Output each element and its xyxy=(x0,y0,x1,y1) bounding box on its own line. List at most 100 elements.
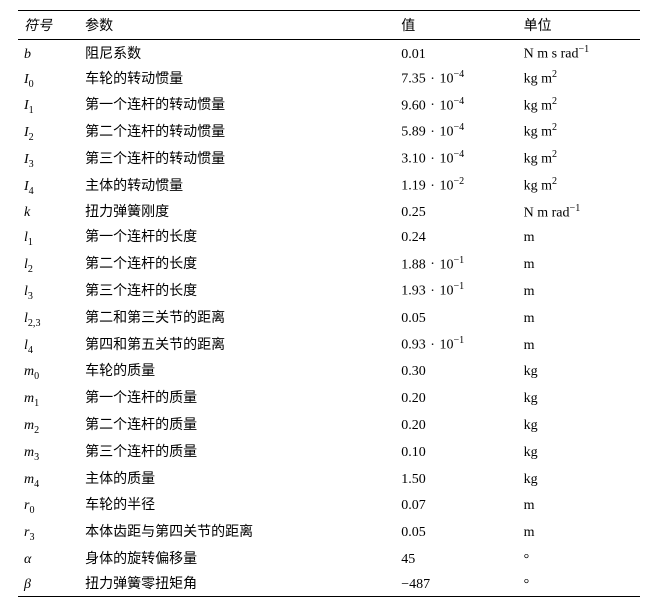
cell-value: 0.10 xyxy=(395,438,517,465)
cell-symbol: I2 xyxy=(18,119,79,146)
cell-value: 0.05 xyxy=(395,519,517,546)
parameter-table: 符号 参数 值 单位 b阻尼系数0.01N m s rad−1I0车轮的转动惯量… xyxy=(18,10,640,597)
cell-param: 身体的旋转偏移量 xyxy=(79,546,395,571)
cell-param: 第一个连杆的转动惯量 xyxy=(79,92,395,119)
table-row: l1第一个连杆的长度0.24m xyxy=(18,224,640,251)
table-row: m3第三个连杆的质量0.10kg xyxy=(18,438,640,465)
cell-value: 1.93 · 10−1 xyxy=(395,278,517,305)
cell-value: 0.05 xyxy=(395,304,517,331)
cell-unit: kg xyxy=(518,358,640,385)
cell-param: 第二和第三关节的距离 xyxy=(79,304,395,331)
cell-value: 0.20 xyxy=(395,385,517,412)
cell-unit: kg xyxy=(518,385,640,412)
cell-symbol: l2,3 xyxy=(18,304,79,331)
cell-symbol: k xyxy=(18,199,79,224)
table-row: b阻尼系数0.01N m s rad−1 xyxy=(18,40,640,66)
cell-param: 第三个连杆的长度 xyxy=(79,278,395,305)
cell-param: 第三个连杆的质量 xyxy=(79,438,395,465)
cell-unit: N m rad−1 xyxy=(518,199,640,224)
cell-symbol: l3 xyxy=(18,278,79,305)
cell-unit: m xyxy=(518,278,640,305)
cell-unit: m xyxy=(518,224,640,251)
cell-value: −487 xyxy=(395,571,517,597)
cell-param: 第二个连杆的质量 xyxy=(79,412,395,439)
cell-symbol: I4 xyxy=(18,172,79,199)
cell-param: 车轮的半径 xyxy=(79,492,395,519)
table-row: α身体的旋转偏移量45° xyxy=(18,546,640,571)
cell-unit: N m s rad−1 xyxy=(518,40,640,66)
cell-param: 主体的质量 xyxy=(79,465,395,492)
table-row: l4第四和第五关节的距离0.93 · 10−1m xyxy=(18,331,640,358)
cell-unit: kg xyxy=(518,438,640,465)
cell-unit: m xyxy=(518,331,640,358)
cell-value: 7.35 · 10−4 xyxy=(395,65,517,92)
table-row: l3第三个连杆的长度1.93 · 10−1m xyxy=(18,278,640,305)
cell-value: 5.89 · 10−4 xyxy=(395,119,517,146)
cell-value: 1.19 · 10−2 xyxy=(395,172,517,199)
cell-unit: kg m2 xyxy=(518,92,640,119)
cell-param: 扭力弹簧刚度 xyxy=(79,199,395,224)
cell-value: 3.10 · 10−4 xyxy=(395,145,517,172)
cell-param: 第一个连杆的质量 xyxy=(79,385,395,412)
cell-unit: kg xyxy=(518,412,640,439)
table-row: l2,3第二和第三关节的距离0.05m xyxy=(18,304,640,331)
table-row: l2第二个连杆的长度1.88 · 10−1m xyxy=(18,251,640,278)
cell-param: 阻尼系数 xyxy=(79,40,395,66)
cell-value: 0.30 xyxy=(395,358,517,385)
table-row: m1第一个连杆的质量0.20kg xyxy=(18,385,640,412)
cell-value: 0.24 xyxy=(395,224,517,251)
table-body: b阻尼系数0.01N m s rad−1I0车轮的转动惯量7.35 · 10−4… xyxy=(18,40,640,597)
cell-param: 第四和第五关节的距离 xyxy=(79,331,395,358)
header-symbol: 符号 xyxy=(18,11,79,40)
cell-symbol: b xyxy=(18,40,79,66)
cell-value: 1.50 xyxy=(395,465,517,492)
cell-param: 第三个连杆的转动惯量 xyxy=(79,145,395,172)
cell-symbol: l4 xyxy=(18,331,79,358)
cell-symbol: r3 xyxy=(18,519,79,546)
header-unit: 单位 xyxy=(518,11,640,40)
cell-param: 本体齿距与第四关节的距离 xyxy=(79,519,395,546)
cell-unit: kg m2 xyxy=(518,172,640,199)
cell-value: 0.93 · 10−1 xyxy=(395,331,517,358)
cell-value: 0.20 xyxy=(395,412,517,439)
cell-value: 0.01 xyxy=(395,40,517,66)
cell-unit: ° xyxy=(518,546,640,571)
table-row: r0车轮的半径0.07m xyxy=(18,492,640,519)
cell-unit: m xyxy=(518,251,640,278)
cell-symbol: m3 xyxy=(18,438,79,465)
cell-symbol: m2 xyxy=(18,412,79,439)
cell-symbol: m1 xyxy=(18,385,79,412)
cell-value: 9.60 · 10−4 xyxy=(395,92,517,119)
table-header-row: 符号 参数 值 单位 xyxy=(18,11,640,40)
table-row: k扭力弹簧刚度0.25N m rad−1 xyxy=(18,199,640,224)
cell-symbol: α xyxy=(18,546,79,571)
table-row: m0车轮的质量0.30kg xyxy=(18,358,640,385)
table-row: I3第三个连杆的转动惯量3.10 · 10−4kg m2 xyxy=(18,145,640,172)
cell-unit: kg m2 xyxy=(518,145,640,172)
table-row: I4主体的转动惯量1.19 · 10−2kg m2 xyxy=(18,172,640,199)
cell-symbol: l1 xyxy=(18,224,79,251)
cell-symbol: l2 xyxy=(18,251,79,278)
cell-param: 车轮的转动惯量 xyxy=(79,65,395,92)
cell-unit: kg m2 xyxy=(518,119,640,146)
cell-value: 0.07 xyxy=(395,492,517,519)
table-row: m2第二个连杆的质量0.20kg xyxy=(18,412,640,439)
cell-symbol: I3 xyxy=(18,145,79,172)
cell-unit: m xyxy=(518,519,640,546)
cell-unit: m xyxy=(518,492,640,519)
cell-symbol: r0 xyxy=(18,492,79,519)
cell-symbol: I0 xyxy=(18,65,79,92)
table-row: m4主体的质量1.50kg xyxy=(18,465,640,492)
cell-unit: kg m2 xyxy=(518,65,640,92)
header-param: 参数 xyxy=(79,11,395,40)
cell-unit: ° xyxy=(518,571,640,597)
cell-unit: kg xyxy=(518,465,640,492)
cell-param: 主体的转动惯量 xyxy=(79,172,395,199)
cell-value: 0.25 xyxy=(395,199,517,224)
table-row: I1第一个连杆的转动惯量9.60 · 10−4kg m2 xyxy=(18,92,640,119)
header-value: 值 xyxy=(395,11,517,40)
cell-param: 第一个连杆的长度 xyxy=(79,224,395,251)
table-row: I0车轮的转动惯量7.35 · 10−4kg m2 xyxy=(18,65,640,92)
cell-symbol: m0 xyxy=(18,358,79,385)
table-row: I2第二个连杆的转动惯量5.89 · 10−4kg m2 xyxy=(18,119,640,146)
